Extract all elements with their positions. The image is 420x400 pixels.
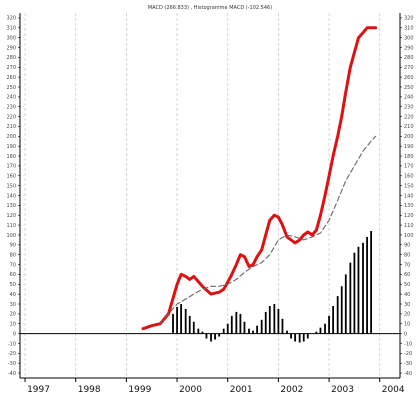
chart-title: MACD (266.833) , Histogramme MACD (-102.… <box>148 5 272 11</box>
y-tick-label-right: 110 <box>404 223 414 229</box>
y-tick-label-left: 150 <box>6 183 16 189</box>
y-tick-label-left: 190 <box>6 144 16 150</box>
x-tick-label: 2002 <box>280 385 303 395</box>
y-tick-label-left: 260 <box>6 75 16 81</box>
y-tick-label-right: 50 <box>404 282 410 288</box>
y-tick-label-right: -20 <box>404 351 412 357</box>
y-tick-label-right: 160 <box>404 174 414 180</box>
y-tick-label-right: 180 <box>404 154 414 160</box>
y-tick-label-left: 180 <box>6 154 16 160</box>
y-tick-label-left: 110 <box>6 223 16 229</box>
y-tick-label-right: 190 <box>404 144 414 150</box>
y-tick-label-left: 30 <box>10 302 16 308</box>
x-tick-label: 1999 <box>128 385 151 395</box>
y-tick-label-right: 210 <box>404 124 414 130</box>
y-tick-label-right: 80 <box>404 252 410 258</box>
y-tick-label-right: 260 <box>404 75 414 81</box>
macd-histogram <box>172 231 373 343</box>
x-tick-label: 2000 <box>179 385 202 395</box>
y-tick-label-left: 130 <box>6 203 16 209</box>
y-tick-label-right: 140 <box>404 193 414 199</box>
y-tick-label-right: 40 <box>404 292 410 298</box>
y-axis-left: -40 -30 -20 -10 0 10 20 30 40 50 60 70 80 90 100 110 120… <box>6 13 21 378</box>
y-tick-label-left: 50 <box>10 282 16 288</box>
y-tick-label-left: 230 <box>6 105 16 111</box>
y-tick-label-left: 170 <box>6 164 16 170</box>
y-tick-label-right: 90 <box>404 243 410 249</box>
y-tick-label-left: -40 <box>8 371 16 377</box>
y-tick-label-left: 80 <box>10 252 16 258</box>
y-tick-label-left: 200 <box>6 134 16 140</box>
y-tick-label-right: 290 <box>404 45 414 51</box>
y-tick-label-right: 220 <box>404 114 414 120</box>
signal-line <box>159 135 377 325</box>
y-tick-label-left: 160 <box>6 174 16 180</box>
y-tick-label-left: 20 <box>10 312 16 318</box>
y-tick-label-left: 280 <box>6 55 16 61</box>
macd-line <box>141 26 378 331</box>
x-tick-label: 2001 <box>230 385 253 395</box>
y-tick-label-left: 290 <box>6 45 16 51</box>
y-tick-label-right: 60 <box>404 272 410 278</box>
y-tick-label-right: 250 <box>404 85 414 91</box>
y-tick-label-right: 320 <box>404 16 414 22</box>
y-tick-label-right: -40 <box>404 371 412 377</box>
y-tick-label-right: 10 <box>404 322 410 328</box>
y-tick-label-left: 210 <box>6 124 16 130</box>
y-tick-label-left: 220 <box>6 114 16 120</box>
y-tick-label-right: 20 <box>404 312 410 318</box>
y-tick-label-left: 10 <box>10 322 16 328</box>
y-tick-label-right: 150 <box>404 183 414 189</box>
y-tick-label-left: -10 <box>8 341 16 347</box>
y-tick-label-right: 70 <box>404 262 410 268</box>
y-tick-label-left: 320 <box>6 16 16 22</box>
y-tick-label-right: -30 <box>404 361 412 367</box>
y-tick-label-right: 30 <box>404 302 410 308</box>
x-axis: 1997 1998 1999 2000 2001 2002 2003 2004 <box>20 377 405 395</box>
y-tick-label-left: 70 <box>10 262 16 268</box>
y-tick-label-left: 60 <box>10 272 16 278</box>
y-tick-label-left: 310 <box>6 26 16 32</box>
y-axis-right: -40 -30 -20 -10 0 10 20 30 40 50 60 70 80 90 100 110 120… <box>399 13 414 378</box>
y-tick-label-left: 40 <box>10 292 16 298</box>
y-tick-label-right: 270 <box>404 65 414 71</box>
y-tick-label-left: 100 <box>6 233 16 239</box>
y-tick-label-left: 90 <box>10 243 16 249</box>
y-tick-label-right: 300 <box>404 35 414 41</box>
y-tick-label-right: 310 <box>404 26 414 32</box>
x-tick-label: 2003 <box>331 385 354 395</box>
y-tick-label-right: 130 <box>404 203 414 209</box>
y-tick-label-left: 250 <box>6 85 16 91</box>
y-tick-label-left: 120 <box>6 213 16 219</box>
y-tick-label-left: 0 <box>13 331 16 337</box>
y-tick-label-right: 230 <box>404 105 414 111</box>
y-tick-label-left: 300 <box>6 35 16 41</box>
y-tick-label-left: -20 <box>8 351 16 357</box>
y-tick-label-right: 240 <box>404 95 414 101</box>
x-tick-label: 1998 <box>78 385 101 395</box>
grid-lines <box>20 13 400 378</box>
y-tick-label-left: 270 <box>6 65 16 71</box>
y-tick-label-right: 100 <box>404 233 414 239</box>
y-tick-label-right: -10 <box>404 341 412 347</box>
y-tick-label-right: 0 <box>404 331 407 337</box>
y-tick-label-left: -30 <box>8 361 16 367</box>
y-tick-label-left: 240 <box>6 95 16 101</box>
y-tick-label-right: 280 <box>404 55 414 61</box>
y-tick-label-right: 170 <box>404 164 414 170</box>
y-tick-label-left: 140 <box>6 193 16 199</box>
x-tick-label: 1997 <box>27 385 50 395</box>
y-tick-label-right: 120 <box>404 213 414 219</box>
y-tick-label-right: 200 <box>404 134 414 140</box>
macd-lines <box>141 26 378 331</box>
x-tick-label: 2004 <box>382 385 405 395</box>
